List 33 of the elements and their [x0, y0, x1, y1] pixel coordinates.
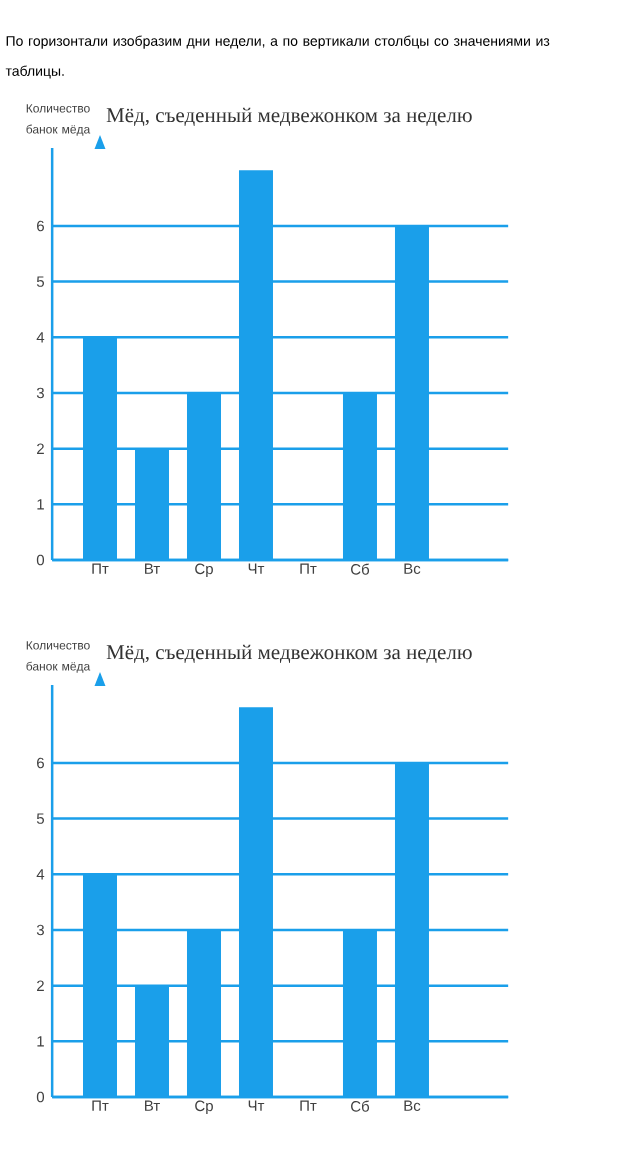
x-tick-label: Чт — [248, 563, 265, 574]
y-tick-label: 6 — [37, 220, 44, 232]
y-tick-label: 1 — [37, 1036, 44, 1047]
x-tick-label: Вт — [145, 1100, 160, 1111]
y-tick-label: 4 — [36, 869, 45, 880]
chart-title: Мёд, съеденный медвежонком за неделю — [106, 644, 472, 664]
chart-title: Мёд, съеденный медвежонком за неделю — [106, 107, 472, 127]
y-tick-label: 3 — [36, 387, 44, 399]
y-tick-label: 5 — [36, 813, 44, 824]
y-axis-title: Количество банок мёда — [26, 641, 91, 673]
y-tick-label: 2 — [37, 443, 44, 454]
y-tick-label: 5 — [36, 276, 44, 287]
y-tick-label: 0 — [36, 1091, 45, 1103]
x-tick-label: Ср — [195, 1100, 213, 1115]
y-tick-label: 4 — [36, 332, 45, 343]
y-tick-label: 3 — [36, 924, 44, 936]
x-tick-label: Сб — [351, 563, 370, 575]
y-axis-title: Количество банок мёда — [26, 104, 91, 136]
x-tick-label: Чт — [248, 1100, 265, 1111]
y-tick-label: 2 — [37, 980, 44, 991]
y-tick-label: 6 — [37, 757, 44, 769]
y-tick-label: 1 — [37, 499, 44, 510]
x-tick-label: Пт — [92, 1100, 109, 1111]
x-tick-label: Вс — [404, 563, 421, 574]
x-tick-label: Пт — [92, 563, 109, 574]
x-tick-label: Пт — [300, 563, 317, 574]
x-tick-label: Сб — [351, 1100, 370, 1112]
y-tick-label: 0 — [36, 554, 45, 566]
x-tick-label: Вс — [404, 1100, 421, 1111]
x-tick-label: Пт — [300, 1100, 317, 1111]
x-tick-label: Ср — [195, 563, 213, 578]
text: По горизонтали изобразим дни недели, а по вертикали столбцы со значениями из таблицы. — [5, 35, 550, 79]
x-tick-label: Вт — [145, 563, 160, 574]
